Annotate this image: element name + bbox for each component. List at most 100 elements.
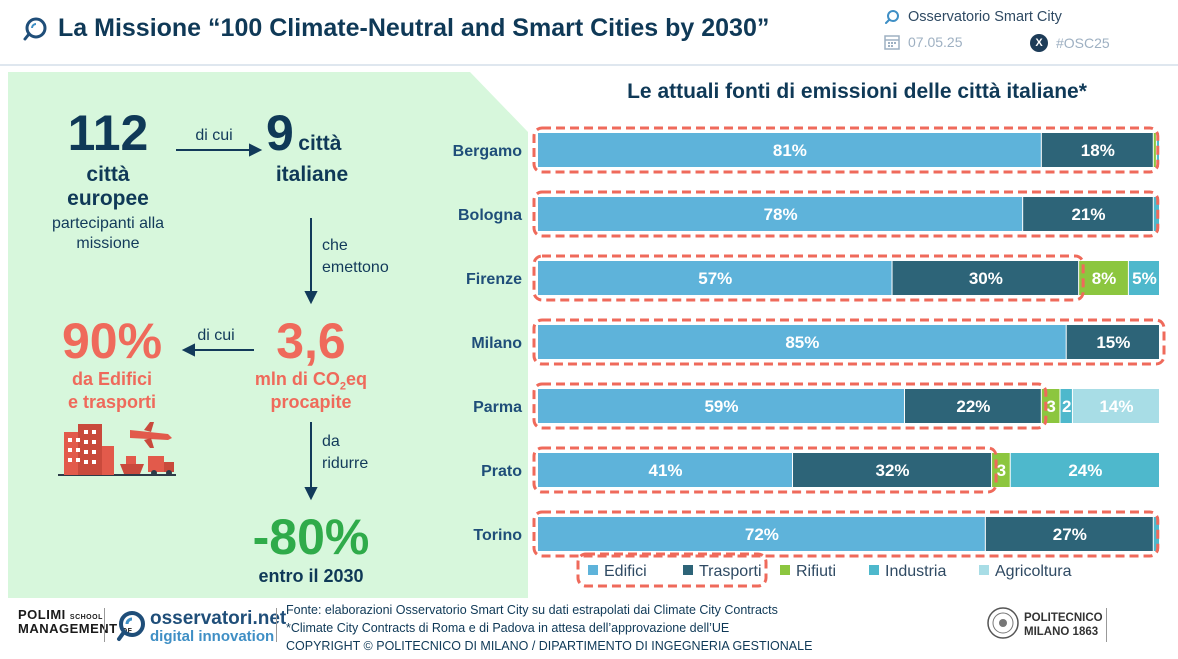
target-number: -80% bbox=[252, 509, 370, 565]
target-label: entro il 2030 bbox=[258, 566, 364, 586]
di-cui-label-1: di cui bbox=[195, 127, 233, 144]
bar-segment bbox=[1079, 261, 1128, 295]
legend-swatch bbox=[588, 565, 598, 575]
italian-cities-label-2: italiane bbox=[275, 163, 349, 186]
category-label: Torino bbox=[473, 527, 522, 544]
legend-swatch bbox=[869, 565, 879, 575]
source-line-1: Fonte: elaborazioni Osservatorio Smart C… bbox=[286, 603, 778, 617]
osservatori-footer-icon bbox=[117, 611, 145, 641]
da-ridurre-1: da bbox=[322, 433, 340, 450]
bar-segment bbox=[538, 517, 985, 551]
da-ridurre-2: ridurre bbox=[322, 455, 369, 472]
legend-swatch bbox=[979, 565, 989, 575]
data-label: 81% bbox=[773, 141, 807, 160]
participants-label-1: partecipanti alla bbox=[51, 215, 165, 232]
emissions-number: 3,6 bbox=[276, 313, 346, 369]
legend-highlight-box bbox=[576, 552, 768, 588]
category-label: Prato bbox=[481, 463, 522, 480]
bar-segment bbox=[1010, 453, 1159, 487]
bar-segment bbox=[538, 389, 904, 423]
legend-label: Trasporti bbox=[699, 563, 762, 580]
italian-cities-label-1: città bbox=[298, 132, 342, 155]
legend-label: Rifiuti bbox=[796, 563, 836, 580]
source-line-2: *Climate City Contracts di Roma e di Pad… bbox=[286, 620, 730, 635]
bar-segment bbox=[538, 261, 892, 295]
european-cities-label-1: città bbox=[86, 163, 130, 186]
emissions-unit-sub: 2 bbox=[339, 380, 347, 393]
data-label: 59% bbox=[704, 397, 738, 416]
footer-separator-2 bbox=[276, 608, 277, 642]
bar-segment bbox=[538, 133, 1041, 167]
polimi-text-2: MANAGEMENT bbox=[18, 621, 118, 637]
legend-label: Agricoltura bbox=[995, 563, 1072, 580]
emissions-unit-2: eq bbox=[346, 369, 368, 389]
che-emettono-1: che bbox=[322, 237, 348, 254]
category-label: Bergamo bbox=[453, 143, 523, 160]
european-cities-label-2: europee bbox=[67, 187, 149, 210]
bar-segment bbox=[538, 325, 1066, 359]
data-label: 22% bbox=[956, 397, 990, 416]
legend-label: Edifici bbox=[604, 563, 647, 580]
footer: POLIMI SCHOOL MANAGEMENT OF osservatori.… bbox=[0, 600, 1178, 659]
bar-segment bbox=[1066, 325, 1159, 359]
polimi-logo: POLIMI SCHOOL MANAGEMENT OF bbox=[18, 607, 132, 637]
bar-segment bbox=[892, 261, 1079, 295]
share-label-2: e trasporti bbox=[67, 392, 157, 412]
highlight-box bbox=[532, 190, 1160, 238]
header-date: 07.05.25 bbox=[884, 34, 963, 50]
chart-title: Le attuali fonti di emissioni delle citt… bbox=[627, 80, 1087, 103]
politecnico-text-2: MILANO 1863 bbox=[1024, 626, 1099, 639]
highlight-box bbox=[532, 382, 1048, 430]
data-label: 2 bbox=[1062, 397, 1071, 416]
share-number: 90% bbox=[61, 313, 163, 369]
bar-segment bbox=[1128, 261, 1159, 295]
data-label: 57% bbox=[698, 269, 732, 288]
key-figures-panel: 112 città europee partecipanti alla miss… bbox=[8, 72, 528, 598]
data-label: 3 bbox=[997, 461, 1006, 480]
data-label: 21% bbox=[1071, 205, 1105, 224]
share-label-1: da Edifici bbox=[71, 369, 152, 389]
header-org: Osservatorio Smart City bbox=[884, 9, 1062, 25]
source-line-3: COPYRIGHT © POLITECNICO DI MILANO / DIPA… bbox=[286, 638, 813, 653]
bar-segment bbox=[1041, 133, 1153, 167]
legend-swatch bbox=[683, 565, 693, 575]
calendar-icon bbox=[884, 35, 900, 50]
osservatori-logo-icon bbox=[23, 17, 47, 41]
data-label: 72% bbox=[745, 525, 779, 544]
data-label: 78% bbox=[764, 205, 798, 224]
flow-arrows bbox=[176, 143, 318, 501]
bar-segment bbox=[985, 517, 1153, 551]
osservatori-small-icon bbox=[885, 10, 899, 24]
osservatori-text-1: osservatori.net bbox=[150, 608, 287, 629]
data-label: 14% bbox=[1099, 397, 1133, 416]
italian-cities-number: 9 bbox=[266, 105, 294, 161]
bar-segment bbox=[793, 453, 992, 487]
org-name: Osservatorio Smart City bbox=[908, 9, 1062, 25]
highlight-box bbox=[532, 254, 1085, 302]
italian-cities-headline: 9 città bbox=[266, 108, 341, 158]
hashtag-text: #OSC25 bbox=[1056, 35, 1110, 51]
data-label: 18% bbox=[1081, 141, 1115, 160]
footer-separator-1 bbox=[104, 608, 105, 642]
data-label: 85% bbox=[785, 333, 819, 352]
data-label: 5% bbox=[1132, 269, 1157, 288]
highlight-box bbox=[532, 446, 998, 494]
polimi-text-1: POLIMI bbox=[18, 607, 66, 622]
highlight-box bbox=[532, 510, 1160, 558]
participants-label-2: missione bbox=[76, 235, 140, 252]
header: La Missione “100 Climate-Neutral and Sma… bbox=[0, 0, 1178, 66]
data-label: 15% bbox=[1096, 333, 1130, 352]
panel-background bbox=[8, 72, 528, 598]
date-text: 07.05.25 bbox=[908, 34, 963, 50]
european-cities-number: 112 bbox=[67, 105, 149, 161]
category-label: Parma bbox=[473, 399, 522, 416]
bar-segment bbox=[1041, 389, 1060, 423]
data-label: 32% bbox=[876, 461, 910, 480]
emissions-chart: Bergamo 81% 18% Bologna 78% 21% Firenze 57% 30% 8… bbox=[430, 100, 1178, 600]
bar-segment bbox=[538, 453, 793, 487]
highlight-box bbox=[532, 126, 1160, 174]
emissions-chart-svg: Bergamo 81% 18% Bologna 78% 21% Firenze 57% 30% 8… bbox=[453, 126, 1166, 588]
data-label: 30% bbox=[969, 269, 1003, 288]
data-label: 24% bbox=[1068, 461, 1102, 480]
bar-segment bbox=[904, 389, 1041, 423]
